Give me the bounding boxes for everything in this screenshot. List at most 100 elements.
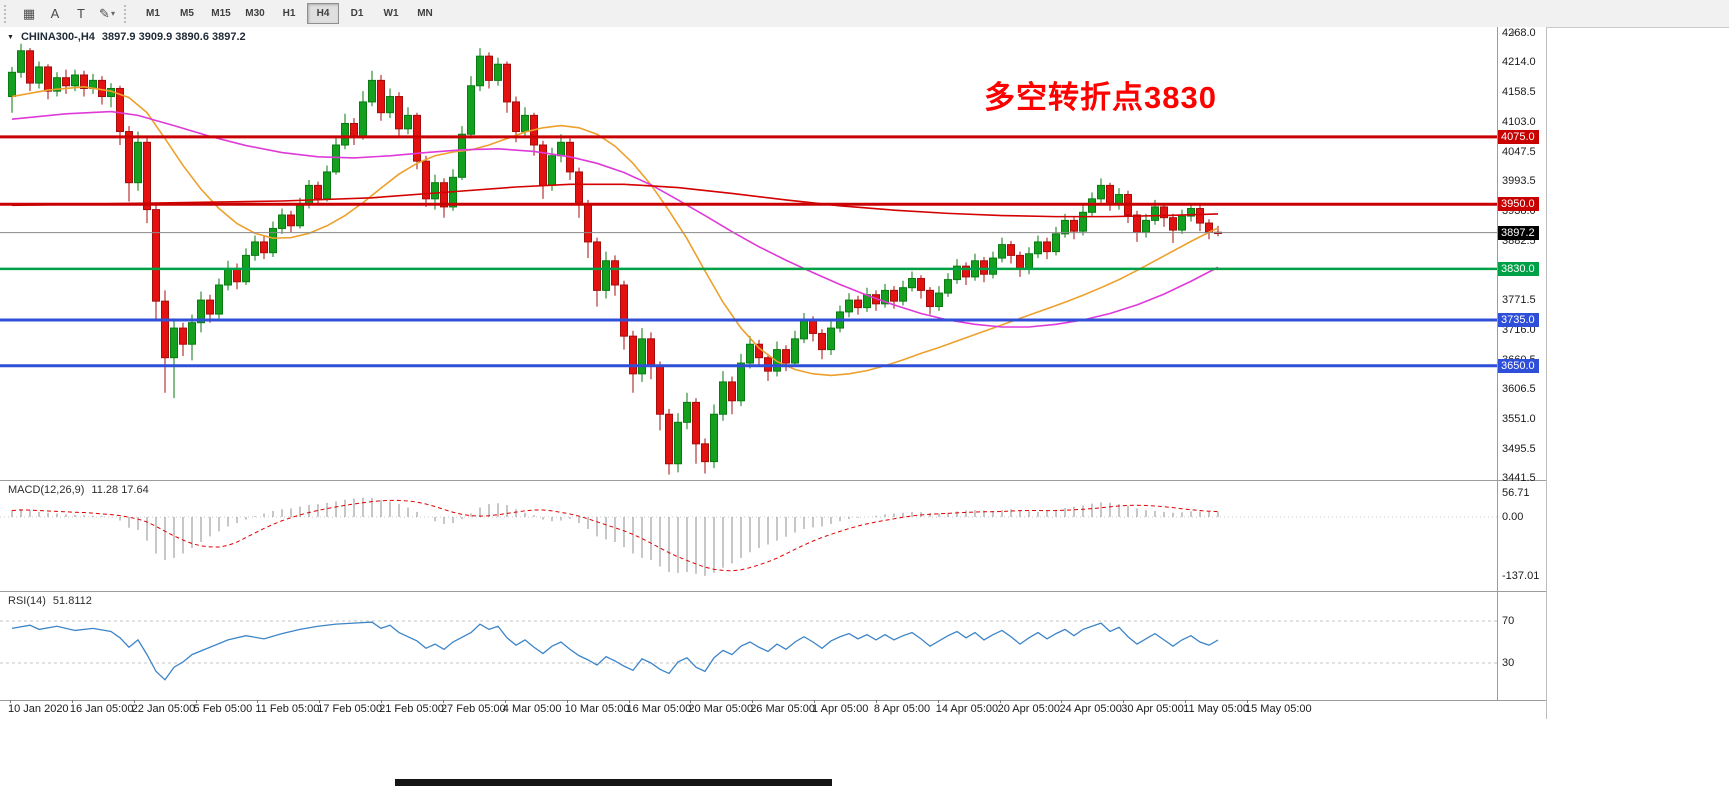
time-axis-label: 16 Jan 05:00 — [69, 703, 134, 715]
time-axis-label: 21 Feb 05:00 — [379, 703, 444, 715]
price-axis-label: 4047.5 — [1502, 145, 1536, 158]
price-axis-label: 4103.0 — [1502, 115, 1536, 128]
time-axis-label: 11 Feb 05:00 — [255, 703, 320, 715]
price-tag-3830.0: 3830.0 — [1498, 261, 1539, 276]
timeframe-button-mn[interactable]: MN — [417, 8, 433, 19]
text-annotation-icon: A — [50, 6, 60, 21]
time-axis-label: 24 Apr 05:00 — [1059, 703, 1122, 715]
price-axis-label: 3993.5 — [1502, 174, 1536, 187]
panel-separator-macd[interactable] — [0, 480, 1546, 481]
chart-window: ▼ CHINA300-,H4 3897.9 3909.9 3890.6 3897… — [0, 27, 1547, 719]
timeframe-button-m1[interactable]: M1 — [146, 8, 160, 19]
time-axis-label: 17 Feb 05:00 — [317, 703, 383, 715]
time-axis-tick — [1247, 700, 1248, 703]
toolbar-grip-2[interactable] — [124, 4, 130, 23]
rsi-axis-label: 30 — [1502, 657, 1515, 669]
time-axis-separator — [0, 700, 1546, 701]
time-axis-label: 1 Apr 05:00 — [812, 703, 869, 715]
time-axis-label: 27 Feb 05:00 — [440, 703, 506, 715]
timeframe-button-w1[interactable]: W1 — [383, 8, 399, 19]
timeframe-button-m5[interactable]: M5 — [180, 8, 194, 19]
rsi-axis-label: 70 — [1502, 615, 1515, 627]
price-tag-4075.0: 4075.0 — [1498, 129, 1539, 144]
time-axis-label: 5 Feb 05:00 — [193, 703, 253, 715]
timeframe-button-d1[interactable]: D1 — [350, 8, 364, 19]
time-axis-label: 22 Jan 05:00 — [131, 703, 196, 715]
timeframe-button-m15[interactable]: M15 — [211, 8, 231, 19]
time-axis-tick — [752, 700, 754, 703]
time-axis-label: 15 May 05:00 — [1245, 703, 1312, 715]
price-axis-label: 3771.5 — [1502, 294, 1536, 307]
macd-label: MACD(12,26,9) — [8, 484, 85, 496]
macd-header: MACD(12,26,9) 11.28 17.64 — [8, 484, 149, 496]
time-axis-label: 20 Apr 05:00 — [997, 703, 1060, 715]
taskbar-fragment — [395, 779, 832, 786]
time-axis-tick — [937, 700, 939, 703]
time-axis-tick — [875, 700, 877, 703]
chart-ohlc-header: ▼ CHINA300-,H4 3897.9 3909.9 3890.6 3897… — [7, 31, 246, 43]
panel-separator-rsi[interactable] — [0, 591, 1546, 592]
tool-button-text-annotation[interactable]: A — [43, 3, 67, 25]
time-axis-label: 4 Mar 05:00 — [502, 703, 562, 715]
candlestick-series — [8, 43, 1222, 475]
rsi-panel-canvas[interactable] — [0, 592, 1497, 700]
time-axis-label: 14 Apr 05:00 — [935, 703, 999, 715]
rsi-value: 51.8112 — [52, 595, 92, 607]
macd-histogram — [11, 497, 1219, 576]
chart-ohlc-values: 3897.9 3909.9 3890.6 3897.2 — [101, 31, 246, 43]
price-axis-label: 3606.5 — [1502, 383, 1536, 396]
price-axis-label: 3716.0 — [1502, 324, 1536, 337]
price-tag-3897.2: 3897.2 — [1498, 225, 1539, 240]
main-chart-canvas[interactable] — [0, 27, 1497, 480]
chart-shift-marker[interactable]: ▼ — [1509, 29, 1517, 38]
time-axis-tick — [319, 700, 321, 703]
timeframe-toolbar: M1 M5 M15 M30 H1 H4 D1 W1 MN — [136, 3, 442, 24]
price-axis-label: 3441.5 — [1502, 472, 1536, 485]
draw-tools-icon: ✎ — [99, 5, 110, 21]
macd-values: 11.28 17.64 — [91, 484, 149, 496]
time-axis-tick — [381, 700, 383, 703]
time-axis-label: 30 Apr 05:00 — [1121, 703, 1184, 715]
price-axis-label: 3495.5 — [1502, 442, 1536, 455]
toolbar-grip[interactable] — [4, 4, 10, 23]
price-axis-border — [1497, 27, 1498, 700]
rsi-label: RSI(14) — [8, 595, 46, 607]
time-axis-tick — [504, 700, 506, 703]
macd-panel-canvas[interactable] — [0, 481, 1497, 591]
price-axis-label: 3551.0 — [1502, 413, 1536, 426]
ma-line-orange — [11, 86, 1219, 377]
timeframe-button-m30[interactable]: M30 — [245, 8, 265, 19]
ma-line-red — [11, 183, 1219, 218]
price-tag-3650.0: 3650.0 — [1498, 358, 1539, 373]
time-axis-tick — [442, 700, 444, 703]
macd-axis-label: 0.00 — [1502, 511, 1524, 523]
timeframe-button-h4[interactable]: H4 — [307, 3, 339, 24]
ma-line-magenta — [11, 110, 1219, 328]
rsi-header: RSI(14) 51.8112 — [8, 595, 92, 607]
toolbar-tools: ▦ A T ✎ ▾ — [16, 3, 120, 25]
timeframe-button-h1[interactable]: H1 — [282, 8, 296, 19]
time-axis-label: 8 Apr 05:00 — [873, 703, 931, 715]
time-axis-tick — [566, 700, 568, 703]
symbol-dropdown-icon[interactable]: ▼ — [7, 33, 14, 41]
tool-button-draw-tools[interactable]: ✎ ▾ — [95, 3, 119, 25]
dropdown-caret-icon: ▾ — [110, 9, 115, 18]
time-axis-tick — [195, 700, 197, 703]
price-annotation: 多空转折点3830 — [984, 80, 1217, 115]
macd-axis-label: -137.01 — [1502, 569, 1540, 582]
time-axis-tick — [10, 700, 11, 703]
time-axis-label: 20 Mar 05:00 — [688, 703, 754, 715]
tool-button-text-frame[interactable]: T — [69, 3, 93, 25]
time-axis-label: 16 Mar 05:00 — [626, 703, 692, 715]
time-axis-tick — [1061, 700, 1063, 703]
chart-title: CHINA300-,H4 — [20, 31, 95, 43]
tool-button-chart-grid[interactable]: ▦ — [17, 3, 41, 25]
time-axis-tick — [628, 700, 630, 703]
time-axis-tick — [1123, 700, 1125, 703]
time-axis-tick — [814, 700, 816, 703]
time-axis-label: 10 Jan 2020 — [8, 703, 69, 715]
time-axis-tick — [999, 700, 1001, 703]
text-frame-icon: T — [77, 6, 85, 21]
time-axis-label: 10 Mar 05:00 — [564, 703, 630, 715]
